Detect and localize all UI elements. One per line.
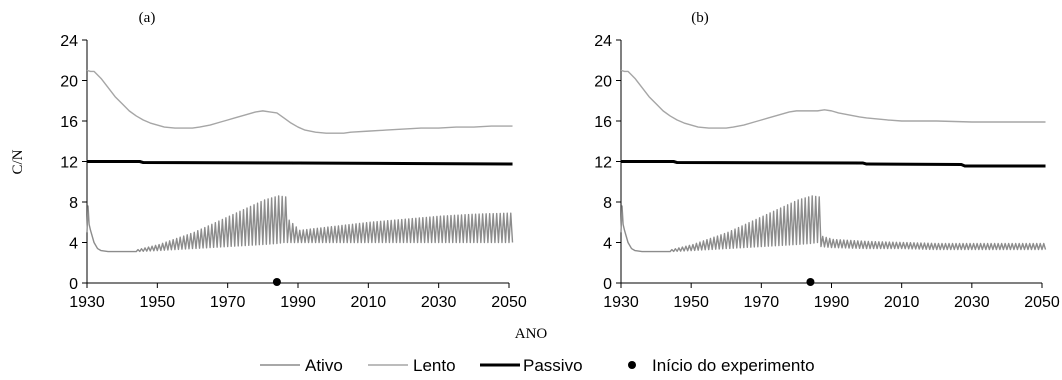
legend-label-passivo: Passivo [523, 356, 583, 375]
y-tick-label-a: 0 [69, 276, 78, 293]
x-tick-label-a: 1990 [280, 294, 316, 311]
y-tick-label-a: 4 [69, 236, 78, 253]
marker-in-cio-do-experimento-b [806, 277, 815, 286]
series-ativo-a [86, 195, 514, 253]
x-tick-label-a: 2050 [491, 294, 527, 311]
y-tick-label-b: 4 [603, 236, 612, 253]
x-axis-label: ANO [515, 326, 548, 342]
chart-panel-a: (a) 0 4 8 12 16 20 24 1930 1950 1970 1990 2010 2030 20… [60, 10, 527, 311]
marker-in-cio-do-experimento-a [272, 277, 281, 286]
x-tick-label-b: 2050 [1024, 294, 1060, 311]
series-ativo-b [620, 195, 1047, 253]
chart-panel-b: (b) 0 4 8 12 16 20 24 1930 1950 1970 1990 2010 2030 20… [594, 10, 1060, 311]
legend-label-ativo: Ativo [305, 356, 343, 375]
y-tick-label-b: 20 [594, 74, 612, 91]
series-passivo-b [621, 160, 1046, 168]
legend-label-lento: Lento [413, 356, 456, 375]
y-tick-label-a: 24 [60, 33, 78, 50]
series-lento-b [620, 69, 1046, 129]
legend: Ativo Lento Passivo Início do experiment… [260, 356, 815, 375]
x-tick-label-b: 1990 [814, 294, 850, 311]
y-tick-label-a: 16 [60, 114, 78, 131]
x-tick-label-a: 1950 [140, 294, 176, 311]
x-tick-label-a: 2030 [421, 294, 457, 311]
y-tick-label-a: 20 [60, 74, 78, 91]
series-lento-a [86, 69, 513, 134]
x-tick-label-b: 2010 [884, 294, 920, 311]
y-tick-label-a: 12 [60, 155, 78, 172]
y-tick-label-b: 0 [603, 276, 612, 293]
x-tick-label-b: 2030 [954, 294, 990, 311]
x-tick-label-b: 1950 [673, 294, 709, 311]
x-tick-label-b: 1930 [603, 294, 639, 311]
series-passivo-a [87, 160, 513, 166]
y-axis-label: C/N [10, 149, 26, 174]
legend-marker-inicio [628, 361, 636, 369]
x-tick-label-a: 2010 [351, 294, 387, 311]
y-tick-label-b: 16 [594, 114, 612, 131]
y-tick-label-b: 8 [603, 195, 612, 212]
legend-label-inicio: Início do experimento [652, 356, 815, 375]
x-tick-label-a: 1930 [69, 294, 105, 311]
panel-label-b: (b) [691, 10, 709, 26]
y-tick-label-b: 12 [594, 155, 612, 172]
y-tick-label-b: 24 [594, 33, 612, 50]
y-tick-label-a: 8 [69, 195, 78, 212]
panel-label-a: (a) [139, 10, 156, 26]
x-tick-label-b: 1970 [744, 294, 780, 311]
x-tick-label-a: 1970 [210, 294, 246, 311]
